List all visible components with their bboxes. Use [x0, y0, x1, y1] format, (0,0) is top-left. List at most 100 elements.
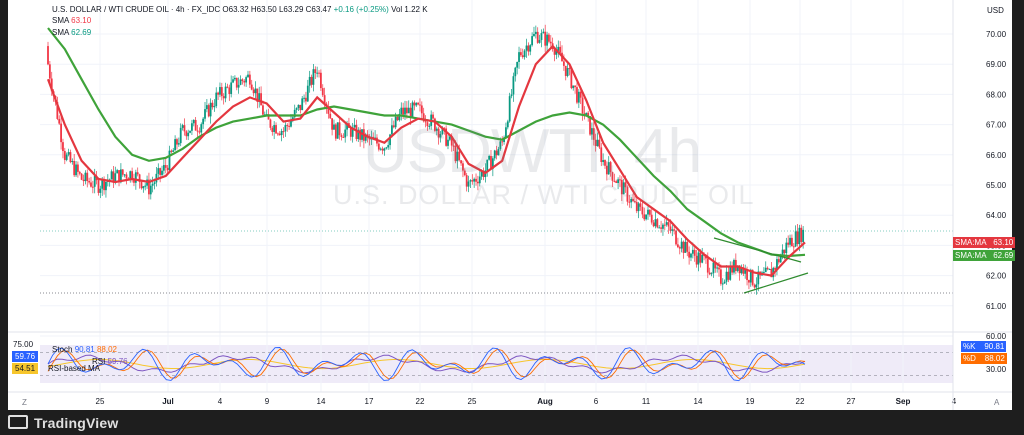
candle-body: [415, 102, 418, 106]
candle-body: [318, 72, 320, 74]
candle-body: [428, 125, 431, 127]
tradingview-logo-icon: [8, 415, 28, 429]
symbol-legend[interactable]: U.S. DOLLAR / WTI CRUDE OIL · 4h · FX_ID…: [52, 5, 428, 14]
candle-body: [407, 107, 410, 114]
candle-body: [536, 31, 539, 43]
candle-body: [695, 255, 698, 265]
candle-body: [731, 265, 734, 273]
candle-body: [366, 134, 369, 137]
rsi-ma-value-tag: 54.51: [12, 363, 39, 374]
candle-body: [538, 40, 541, 43]
candle-body: [508, 96, 511, 122]
candle-body: [475, 178, 477, 182]
candle-body: [682, 241, 685, 253]
price-chart[interactable]: 70.0069.0068.0067.0066.0065.0064.0063.00…: [8, 0, 1012, 410]
osc-mid-level-label: 30.00: [986, 365, 1007, 374]
candle-body: [67, 152, 70, 155]
time-tick-label: 22: [796, 397, 805, 406]
candle-body: [656, 219, 659, 228]
candle-body: [349, 127, 352, 137]
candle-body: [671, 229, 674, 231]
candle-body: [306, 85, 309, 102]
candle-body: [596, 139, 599, 147]
candle-body: [331, 118, 334, 130]
candle-body: [217, 92, 219, 95]
timezone-icon[interactable]: Z: [22, 398, 27, 407]
candle-body: [800, 227, 803, 242]
candle-body: [355, 124, 358, 140]
candle-body: [432, 114, 434, 119]
candle-body: [364, 134, 367, 141]
sma-fast-legend[interactable]: SMA 63.10: [52, 16, 91, 25]
candle-body: [297, 104, 300, 109]
rsi-value-tag: 59.76: [12, 351, 39, 362]
candle-body: [721, 283, 724, 285]
tradingview-logo[interactable]: TradingView: [8, 415, 118, 431]
candle-body: [482, 171, 485, 178]
candle-body: [222, 96, 225, 99]
price-axis: 70.0069.0068.0067.0066.0065.0064.0063.00…: [986, 30, 1007, 341]
candle-body: [121, 169, 124, 175]
candle-body: [138, 174, 141, 182]
candle-body: [654, 219, 657, 227]
candle-body: [267, 114, 270, 120]
candle-body: [323, 95, 326, 104]
candle-body: [314, 69, 317, 74]
candle-body: [60, 123, 62, 143]
candle-body: [245, 77, 248, 83]
candle-body: [379, 148, 382, 150]
candle-body: [73, 161, 76, 176]
candle-body: [678, 247, 681, 249]
rsi-value-inline: 59.76: [107, 357, 128, 366]
candle-body: [450, 136, 453, 146]
candle-body: [417, 102, 419, 105]
candle-body: [303, 97, 305, 99]
auto-scale-icon[interactable]: A: [994, 398, 1000, 407]
candle-body: [204, 109, 206, 119]
candle-body: [680, 241, 683, 249]
candle-body: [211, 102, 214, 108]
candle-body: [103, 179, 105, 191]
stoch-label: Stoch: [52, 345, 73, 354]
ohlc-close: C63.47: [305, 5, 332, 14]
candle-body: [686, 241, 689, 252]
candle-body: [641, 206, 644, 215]
sma-slow-legend[interactable]: SMA 62.69: [52, 28, 91, 37]
candle-body: [548, 34, 550, 42]
chart-frame[interactable]: 70.0069.0068.0067.0066.0065.0064.0063.00…: [8, 0, 1016, 410]
candle-body: [738, 265, 741, 274]
candle-body: [269, 119, 272, 128]
candle-body: [187, 132, 190, 137]
candle-body: [86, 172, 89, 182]
candle-body: [753, 284, 756, 288]
candle-body: [791, 237, 793, 247]
currency-label[interactable]: USD: [987, 6, 1004, 15]
stoch-legend[interactable]: Stoch 90.81 88.02: [52, 345, 117, 354]
sma-fast-price-tag: SMA:MA 63.10: [953, 237, 1016, 248]
candle-body: [701, 254, 704, 263]
candle-body: [766, 267, 769, 270]
candle-body: [617, 179, 619, 184]
candle-body: [488, 155, 491, 160]
candle-body: [592, 128, 595, 140]
candle-body: [235, 77, 238, 88]
candle-body: [284, 125, 287, 132]
candle-body: [665, 222, 668, 225]
candle-body: [505, 127, 507, 138]
candle-body: [712, 262, 715, 274]
candle-body: [779, 255, 782, 263]
rsi-legend[interactable]: RSI 59.76: [52, 357, 128, 366]
candle-body: [191, 123, 193, 131]
candle-body: [426, 122, 429, 127]
candle-body: [305, 97, 307, 102]
candle-body: [110, 171, 113, 180]
candle-body: [133, 179, 135, 183]
candle-body: [477, 181, 479, 184]
candle-body: [568, 68, 571, 70]
candle-body: [559, 46, 562, 53]
candle-body: [662, 224, 664, 229]
candle-body: [340, 135, 343, 137]
candle-body: [140, 181, 143, 189]
candle-body: [652, 222, 655, 227]
price-tick-label: 65.00: [986, 181, 1007, 190]
